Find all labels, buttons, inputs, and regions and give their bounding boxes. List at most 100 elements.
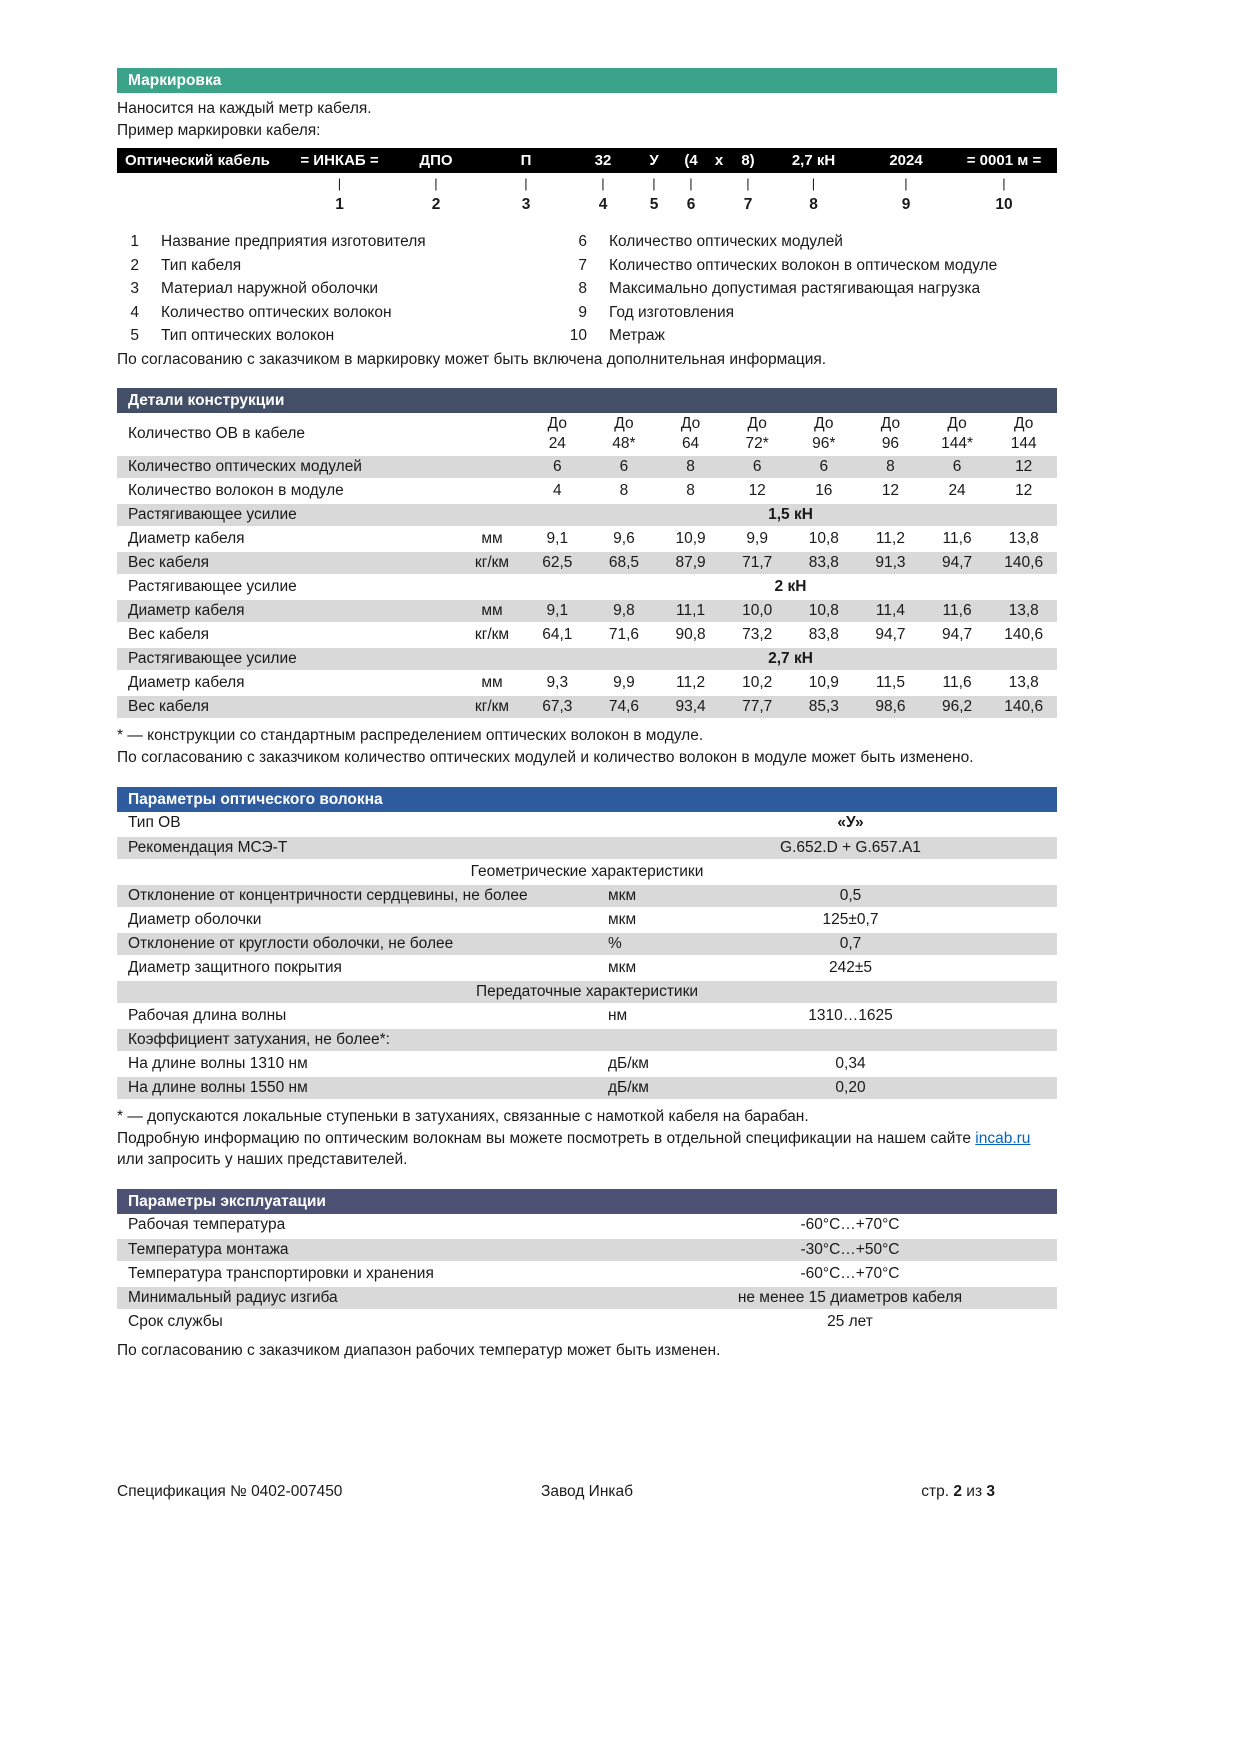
spec-page: Маркировка Наносится на каждый метр кабе… bbox=[117, 68, 1057, 1362]
construction-cell: 8 bbox=[857, 455, 924, 480]
marking-bar-cell: = 0001 м = bbox=[966, 152, 1042, 169]
marking-intro-2: Пример маркировки кабеля: bbox=[117, 121, 321, 139]
construction-cell: 71,7 bbox=[723, 551, 791, 576]
construction-cell: 77,7 bbox=[723, 695, 791, 720]
construction-cell: 93,4 bbox=[657, 695, 724, 720]
construction-row: Растягивающее усилие 2,7 кН bbox=[117, 647, 1057, 672]
fiber-row: Отклонение от концентричности сердцевины… bbox=[117, 883, 1057, 909]
construction-row-unit bbox=[460, 575, 524, 600]
fiber-row-value: 1310…1625 bbox=[684, 1003, 1057, 1029]
marking-bar-cell: 8) bbox=[741, 152, 755, 169]
construction-row: Растягивающее усилие 2 кН bbox=[117, 575, 1057, 600]
marking-bar: Оптический кабель = ИНКАБ = ДПО П 32 У (4 х 8) 2,… bbox=[117, 148, 1057, 173]
construction-cell: 13,8 bbox=[990, 671, 1057, 696]
construction-cell: 73,2 bbox=[723, 623, 791, 648]
fiber-row-label: Тип ОВ bbox=[117, 811, 600, 837]
operation-row-label: Минимальный радиус изгиба bbox=[117, 1285, 657, 1311]
construction-col-header: До 96* bbox=[790, 413, 858, 456]
legend-item-text: Тип кабеля bbox=[161, 256, 242, 274]
operation-row-label: Срок службы bbox=[117, 1309, 657, 1335]
legend-item-text: Количество оптических модулей bbox=[609, 233, 843, 250]
construction-col-header: До 64 bbox=[657, 413, 724, 456]
construction-cell: 12 bbox=[857, 479, 924, 504]
legend-item-number: 8 bbox=[578, 280, 587, 297]
construction-cell: 16 bbox=[790, 479, 858, 504]
legend-item-text: Название предприятия изготовителя bbox=[161, 233, 426, 250]
construction-cell: 11,6 bbox=[923, 527, 991, 552]
construction-row-label: Диаметр кабеля bbox=[117, 599, 460, 624]
construction-cell: 71,6 bbox=[590, 623, 658, 648]
marking-note: По согласованию с заказчиком в маркировк… bbox=[117, 350, 827, 368]
construction-cell: 24 bbox=[923, 479, 991, 504]
construction-cell: 91,3 bbox=[857, 551, 924, 576]
operation-note: По согласованию с заказчиком диапазон ра… bbox=[117, 1341, 721, 1359]
construction-cell: 10,9 bbox=[657, 527, 724, 552]
marking-number: 10 bbox=[995, 196, 1013, 213]
construction-row: Диаметр кабеля мм 9,1 9,6 10,9 9,9 10,8 11,2 11,… bbox=[117, 527, 1057, 552]
fiber-row-value: G.652.D + G.657.A1 bbox=[684, 835, 1057, 861]
operation-row: Минимальный радиус изгиба не менее 15 диа… bbox=[117, 1285, 1057, 1311]
construction-row-unit: кг/км bbox=[460, 551, 524, 576]
construction-cell: 94,7 bbox=[923, 551, 991, 576]
fiber-row-label: Коэффициент затухания, не более*: bbox=[117, 1027, 600, 1053]
fiber-row: Рекомендация МСЭ-Т G.652.D + G.657.A1 bbox=[117, 835, 1057, 861]
construction-row-unit bbox=[460, 455, 524, 480]
marking-tick bbox=[708, 173, 730, 195]
fiber-section-row-title: Передаточные характеристики bbox=[117, 979, 1057, 1005]
marking-tick: | bbox=[689, 176, 693, 191]
construction-col-header-line: До bbox=[1014, 414, 1034, 432]
construction-cell: 11,2 bbox=[857, 527, 924, 552]
construction-col-header-line: До bbox=[747, 414, 767, 432]
fiber-table: Тип ОВ «У» Рекомендация МСЭ-Т G.652.D + G.6… bbox=[117, 811, 1057, 1101]
construction-cell: 96,2 bbox=[923, 695, 991, 720]
marking-number: 3 bbox=[521, 196, 531, 213]
construction-row-unit: кг/км bbox=[460, 623, 524, 648]
construction-cell: 6 bbox=[590, 455, 658, 480]
construction-col-header-line: До bbox=[614, 414, 634, 432]
construction-span-value: 2 кН bbox=[524, 575, 1057, 600]
page-footer: Спецификация № 0402-007450 Завод Инкаб с… bbox=[117, 1483, 1057, 1501]
marking-section-title: Маркировка bbox=[128, 72, 222, 89]
operation-row-value: 25 лет bbox=[657, 1309, 1057, 1335]
legend-item-number: 2 bbox=[130, 256, 139, 274]
fiber-row-unit: дБ/км bbox=[600, 1075, 684, 1101]
construction-cell: 10,2 bbox=[723, 671, 791, 696]
incab-link[interactable]: incab.ru bbox=[975, 1129, 1031, 1147]
fiber-row-value: 242±5 bbox=[684, 955, 1057, 981]
marking-section: Маркировка Наносится на каждый метр кабе… bbox=[117, 68, 1057, 370]
construction-cell: 11,4 bbox=[857, 599, 924, 624]
marking-number: 9 bbox=[901, 196, 911, 213]
fiber-row-value: 0,5 bbox=[684, 883, 1057, 909]
marking-tick: | bbox=[601, 176, 605, 191]
construction-row: Количество волокон в модуле 4 8 8 12 16 12 24 12 bbox=[117, 479, 1057, 504]
construction-row: Вес кабеля кг/км 64,1 71,6 90,8 73,2 83,8 94,7 9… bbox=[117, 623, 1057, 648]
operation-row-value: -30°C…+50°C bbox=[657, 1237, 1057, 1263]
fiber-row-label: На длине волны 1550 нм bbox=[117, 1075, 600, 1101]
construction-col-header-line: 144* bbox=[941, 434, 974, 452]
construction-col-header-line: 48* bbox=[612, 434, 636, 452]
operation-tbody: Рабочая температура -60°C…+70°C Температур… bbox=[117, 1213, 1057, 1335]
construction-cell: 8 bbox=[657, 455, 724, 480]
construction-row-label: Количество волокон в модуле bbox=[117, 479, 460, 504]
construction-row: Диаметр кабеля мм 9,3 9,9 11,2 10,2 10,9 11,5 11… bbox=[117, 671, 1057, 696]
footer-page-number: 2 bbox=[953, 1483, 962, 1500]
construction-cell: 6 bbox=[923, 455, 991, 480]
marking-bar-cell: П bbox=[520, 152, 532, 169]
construction-row-label: Диаметр кабеля bbox=[117, 671, 460, 696]
marking-bar-cell: х bbox=[714, 152, 724, 169]
construction-col-header-line: До bbox=[547, 414, 567, 432]
fiber-row-value: 125±0,7 bbox=[684, 907, 1057, 933]
construction-col-header-line: До bbox=[880, 414, 901, 432]
operation-table: Рабочая температура -60°C…+70°C Температур… bbox=[117, 1213, 1057, 1335]
construction-footnote-1: * — конструкции со стандартным распредел… bbox=[117, 727, 704, 744]
construction-row: Вес кабеля кг/км 62,5 68,5 87,9 71,7 83,8 91,3 9… bbox=[117, 551, 1057, 576]
construction-cell: 8 bbox=[657, 479, 724, 504]
legend-item: 10 Метраж bbox=[565, 324, 1057, 348]
fiber-row-value: «У» bbox=[684, 811, 1057, 837]
fiber-row-label: На длине волны 1310 нм bbox=[117, 1051, 600, 1077]
construction-cell: 87,9 bbox=[657, 551, 724, 576]
construction-cell: 11,6 bbox=[923, 671, 991, 696]
legend-item: 6 Количество оптических модулей bbox=[565, 230, 1057, 254]
construction-cell: 11,2 bbox=[657, 671, 724, 696]
construction-col-header-line: 144 bbox=[1010, 434, 1037, 452]
